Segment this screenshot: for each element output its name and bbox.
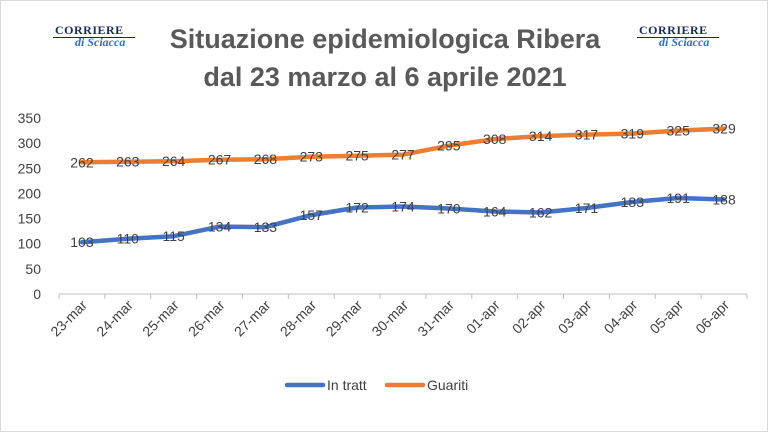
series-line-in-tratt bbox=[79, 195, 727, 245]
data-label: 191 bbox=[667, 190, 691, 206]
logo-subtext: di Sciacca bbox=[659, 35, 710, 49]
data-label: 295 bbox=[437, 138, 461, 154]
x-tick-label: 27-mar bbox=[231, 297, 274, 340]
data-label: 319 bbox=[621, 126, 645, 142]
legend-label: In tratt bbox=[327, 377, 367, 393]
data-label: 110 bbox=[117, 231, 140, 247]
data-label: 329 bbox=[712, 121, 736, 137]
corriere-logo-left: CORRIERE di Sciacca bbox=[49, 21, 139, 55]
logo-rule bbox=[637, 37, 719, 38]
x-tick-label: 05-apr bbox=[646, 297, 686, 337]
data-label: 325 bbox=[667, 123, 691, 139]
logo-subtext: di Sciacca bbox=[75, 35, 126, 49]
x-tick-label: 03-apr bbox=[555, 297, 595, 337]
y-tick-label: 300 bbox=[18, 135, 42, 151]
y-tick-label: 0 bbox=[33, 286, 41, 302]
y-tick-label: 150 bbox=[18, 211, 42, 227]
data-label: 262 bbox=[70, 154, 94, 170]
data-label: 157 bbox=[300, 207, 324, 223]
series-line-guariti bbox=[79, 126, 727, 165]
data-label: 183 bbox=[621, 194, 645, 210]
y-tick-label: 250 bbox=[18, 160, 42, 176]
data-label: 263 bbox=[116, 154, 140, 170]
x-tick-label: 04-apr bbox=[601, 297, 641, 337]
x-tick-label: 30-mar bbox=[368, 297, 411, 340]
data-label: 273 bbox=[300, 149, 324, 165]
data-label: 264 bbox=[162, 153, 186, 169]
corriere-logo-right: CORRIERE di Sciacca bbox=[633, 21, 723, 55]
data-label: 115 bbox=[163, 228, 186, 244]
data-label: 171 bbox=[575, 200, 599, 216]
logo-rule bbox=[53, 37, 135, 38]
x-tick-label: 31-mar bbox=[414, 297, 457, 340]
chart-title-line2: dal 23 marzo al 6 aprile 2021 bbox=[203, 62, 567, 92]
logo-text: CORRIERE bbox=[639, 23, 708, 37]
x-tick-label: 29-mar bbox=[323, 297, 366, 340]
data-label: 174 bbox=[391, 199, 415, 215]
x-tick-label: 28-mar bbox=[277, 297, 320, 340]
logo-text: CORRIERE bbox=[55, 23, 124, 37]
data-label: 164 bbox=[483, 204, 507, 220]
x-tick-label: 24-mar bbox=[93, 297, 136, 340]
y-tick-label: 50 bbox=[25, 261, 41, 277]
data-label: 134 bbox=[208, 219, 232, 235]
data-label: 277 bbox=[391, 147, 415, 163]
x-tick-label: 01-apr bbox=[463, 297, 503, 337]
data-label: 170 bbox=[437, 201, 461, 217]
data-label: 275 bbox=[345, 148, 369, 164]
x-tick-label: 23-mar bbox=[47, 297, 90, 340]
data-label: 133 bbox=[254, 219, 278, 235]
y-tick-label: 100 bbox=[18, 236, 42, 252]
y-tick-label: 200 bbox=[18, 185, 42, 201]
chart-title-line1: Situazione epidemiologica Ribera bbox=[169, 24, 601, 54]
data-label: 308 bbox=[483, 131, 507, 147]
data-label: 317 bbox=[575, 127, 599, 143]
data-label: 188 bbox=[712, 191, 736, 207]
data-label: 268 bbox=[254, 151, 278, 167]
x-tick-label: 25-mar bbox=[139, 297, 182, 340]
data-label: 172 bbox=[345, 200, 369, 216]
x-tick-label: 02-apr bbox=[509, 297, 549, 337]
legend-label: Guariti bbox=[427, 377, 468, 393]
data-label: 314 bbox=[529, 128, 553, 144]
data-label: 162 bbox=[529, 205, 553, 221]
data-label: 267 bbox=[208, 152, 232, 168]
y-tick-label: 350 bbox=[18, 110, 42, 126]
x-tick-label: 06-apr bbox=[692, 297, 732, 337]
x-tick-label: 26-mar bbox=[185, 297, 228, 340]
data-label: 103 bbox=[70, 234, 94, 250]
